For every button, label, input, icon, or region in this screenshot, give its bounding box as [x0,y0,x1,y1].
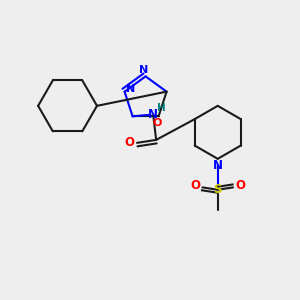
Text: N: N [148,108,158,122]
Text: N: N [213,159,223,172]
Text: S: S [214,183,222,196]
Text: H: H [157,103,166,113]
Text: N: N [140,65,149,75]
Text: O: O [152,118,162,128]
Text: O: O [125,136,135,149]
Text: O: O [236,179,245,192]
Text: N: N [126,84,136,94]
Text: O: O [190,179,200,192]
